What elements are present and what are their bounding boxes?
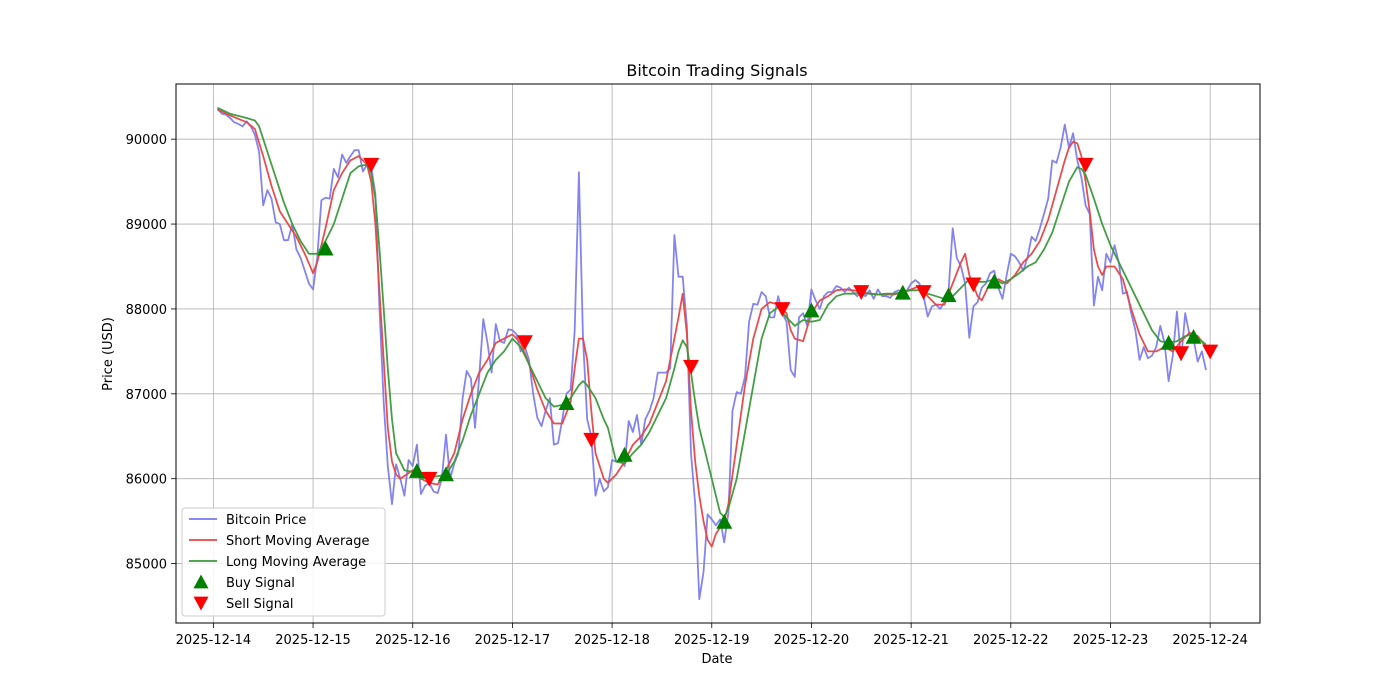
legend-label: Sell Signal: [226, 597, 294, 612]
x-tick-label: 2025-12-22: [973, 633, 1049, 648]
axis-ticks: 2025-12-14 2025-12-15 2025-12-16 2025-12-17…: [126, 133, 1248, 648]
legend-label: Buy Signal: [226, 576, 295, 591]
x-tick-label: 2025-12-17: [475, 633, 551, 648]
buy-signal-marker: [986, 273, 1003, 289]
chart-title: Bitcoin Trading Signals: [626, 61, 807, 80]
buy-signal-marker: [616, 446, 633, 462]
y-tick-label: 90000: [126, 133, 167, 148]
buy-signal-marker: [803, 302, 820, 318]
x-tick-label: 2025-12-15: [275, 633, 351, 648]
buy-signal-marker: [1160, 334, 1177, 350]
buy-signal-marker: [408, 463, 425, 478]
sell-signal-marker: [774, 302, 791, 317]
sell-signal-marker: [853, 285, 870, 300]
sell-signal-marker: [1202, 344, 1219, 360]
legend-box: [181, 507, 386, 617]
sell-signal-marker: [965, 277, 982, 293]
buy-signal-marker: [716, 513, 733, 529]
buy-signal-marker: [894, 284, 911, 300]
legend-label: Short Moving Average: [226, 534, 370, 549]
x-tick-label: 2025-12-24: [1172, 633, 1248, 648]
y-tick-label: 89000: [126, 218, 167, 233]
series-line-short-moving-average: [217, 108, 1207, 548]
sell-signal-marker: [516, 335, 533, 351]
buy-signal-marker: [317, 240, 334, 256]
legend-buy-swatch: [193, 574, 209, 589]
y-tick-label: 88000: [126, 303, 167, 318]
sell-signal-marker: [1173, 346, 1190, 362]
x-tick-label: 2025-12-16: [375, 633, 451, 648]
sell-signal-marker: [421, 471, 438, 487]
x-tick-label: 2025-12-21: [873, 633, 949, 648]
legend-label: Bitcoin Price: [226, 513, 306, 528]
y-axis-title: Price (USD): [101, 317, 116, 391]
legend-sell-swatch: [193, 596, 209, 611]
x-tick-label: 2025-12-18: [574, 633, 650, 648]
x-tick-label: 2025-12-14: [176, 633, 252, 648]
series-lines: [216, 106, 1207, 601]
x-axis-title: Date: [701, 652, 732, 667]
sell-signal-marker: [583, 432, 600, 448]
y-tick-label: 87000: [126, 388, 167, 403]
y-tick-label: 86000: [126, 473, 167, 488]
x-tick-label: 2025-12-19: [674, 633, 750, 648]
x-tick-label: 2025-12-20: [774, 633, 850, 648]
legend: Bitcoin Price Short Moving Average Long Mo…: [181, 507, 386, 617]
buy-signal-marker: [940, 287, 957, 303]
buy-signal-marker: [558, 395, 575, 410]
y-tick-label: 85000: [126, 558, 167, 573]
sell-signal-marker: [363, 157, 380, 173]
buy-signal-marker: [1185, 328, 1202, 344]
series-line-long-moving-average: [217, 106, 1207, 518]
signal-markers: [317, 157, 1219, 529]
legend-label: Long Moving Average: [226, 555, 366, 570]
sell-signal-marker: [1077, 157, 1094, 173]
sell-signal-marker: [683, 359, 700, 375]
series-line-bitcoin-price: [216, 108, 1207, 601]
sell-signal-marker: [915, 285, 932, 300]
plot-frame: [175, 83, 1261, 624]
x-tick-label: 2025-12-23: [1073, 633, 1149, 648]
buy-signal-marker: [437, 466, 454, 482]
